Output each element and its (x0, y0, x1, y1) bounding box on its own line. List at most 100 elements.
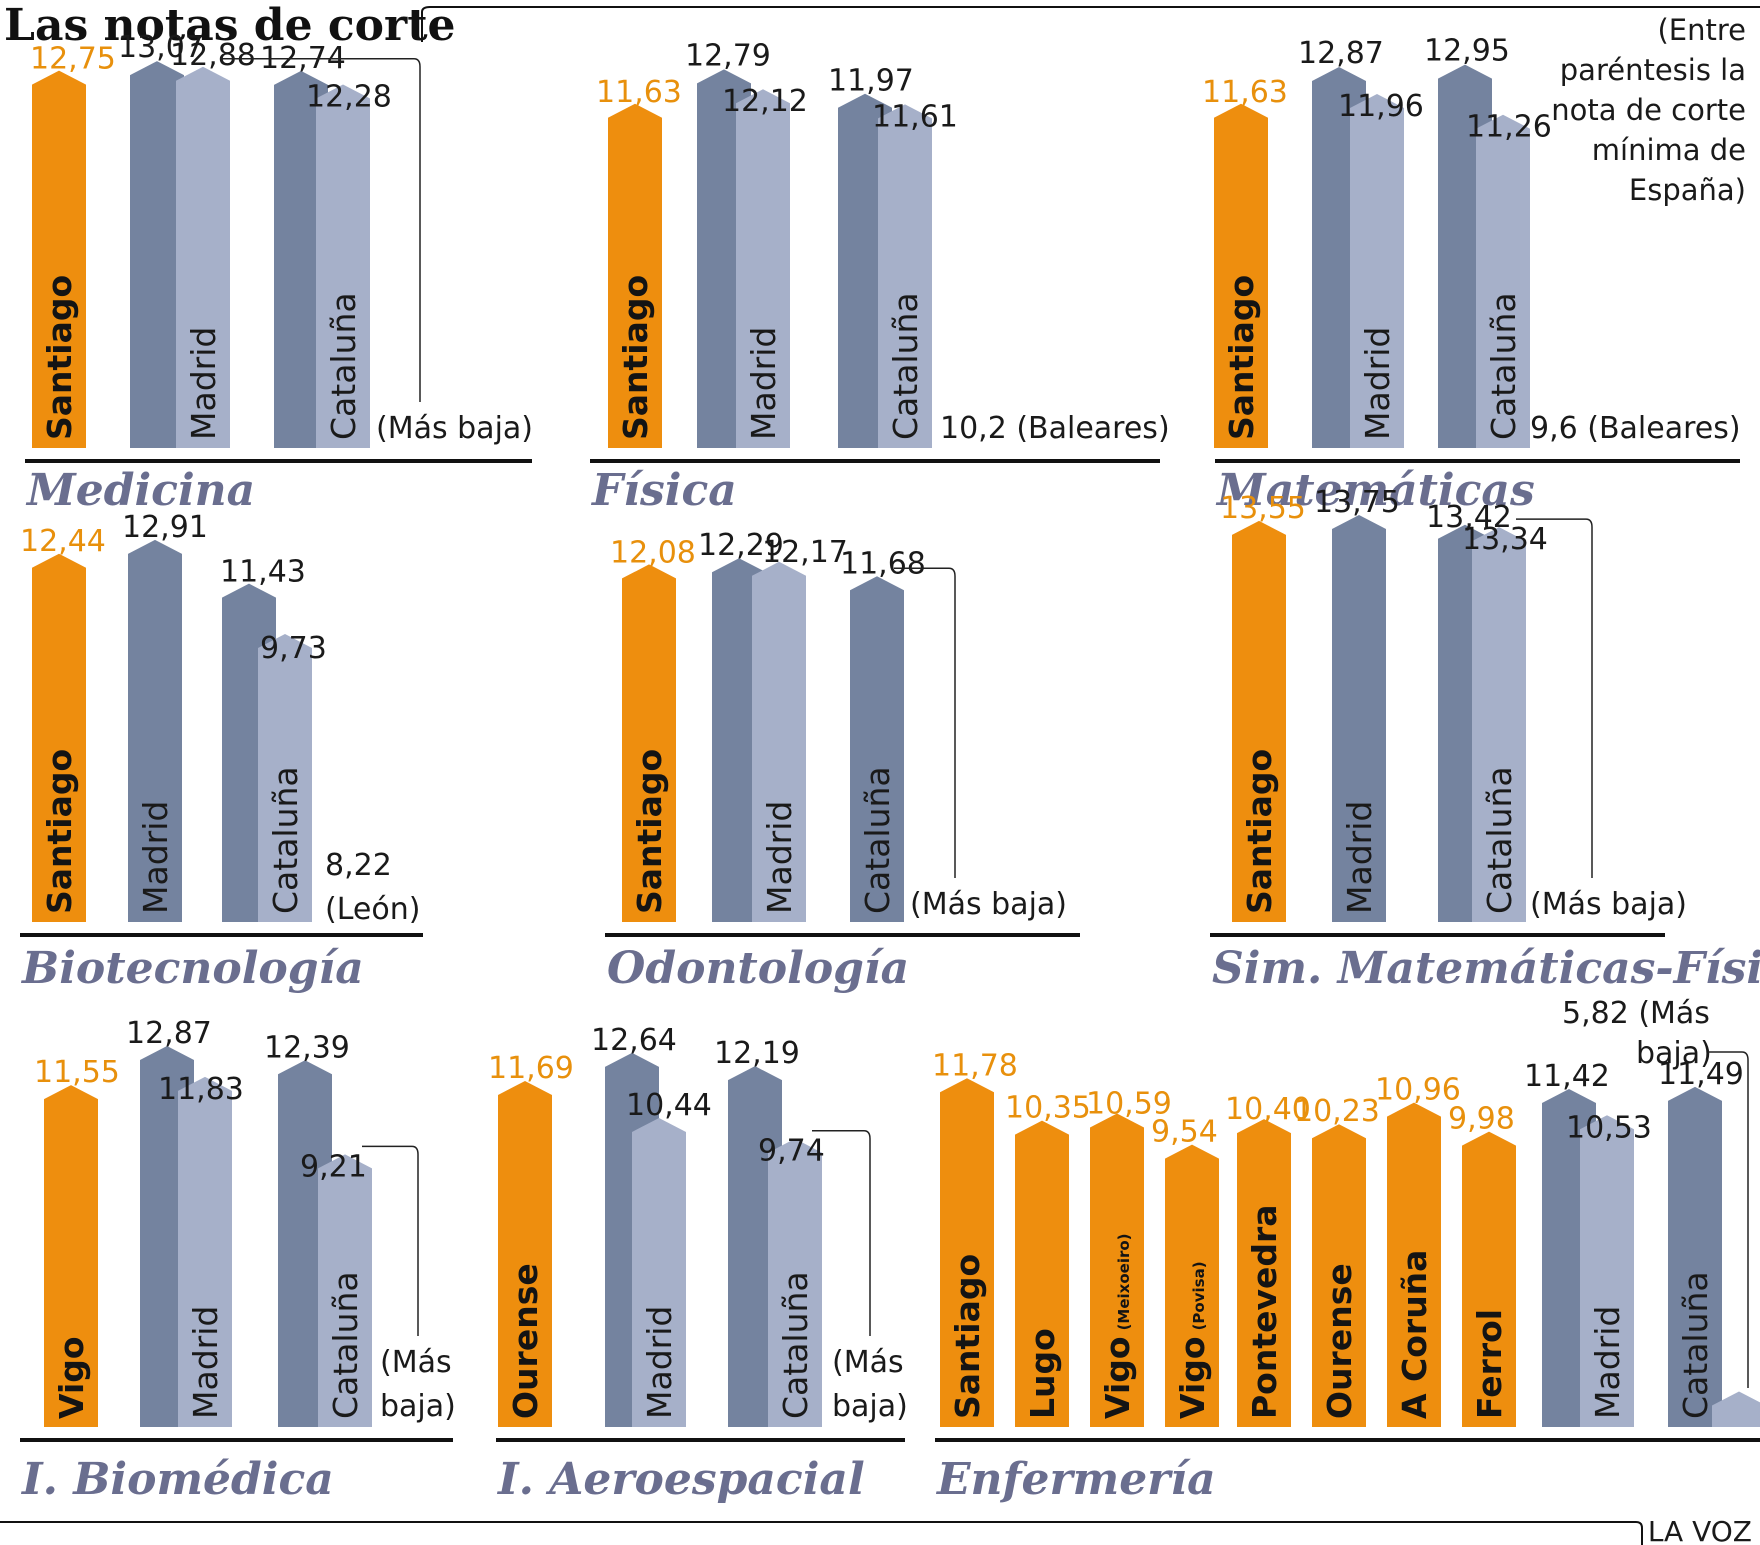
value-label: 11,97 (828, 64, 914, 99)
value-label: 11,83 (158, 1072, 244, 1107)
bar-label: Madrid (760, 801, 799, 914)
value-label: 12,17 (762, 535, 848, 570)
bar-label: Santiago (40, 749, 79, 914)
bar-label: Ferrol (1470, 1309, 1509, 1419)
bar (736, 89, 790, 449)
bar (752, 561, 806, 922)
note-line: (Entre (1657, 13, 1746, 47)
bar (1350, 93, 1404, 448)
value-label: 9,74 (758, 1134, 825, 1169)
bottom-frame-line (0, 1521, 1643, 1545)
lowest-note: (Más baja) (1530, 887, 1687, 922)
bar-label: Santiago (1240, 749, 1279, 914)
bar-label: Madrid (640, 1306, 679, 1419)
lowest-note: baja) (1636, 1036, 1712, 1071)
lowest-note: baja) (380, 1389, 456, 1424)
bar-label: Madrid (136, 801, 175, 914)
bar (316, 84, 370, 449)
bar-label: Cataluña (886, 292, 925, 440)
value-label: 12,39 (264, 1030, 350, 1065)
bar-label: Madrid (1358, 327, 1397, 440)
chart-panel: Biotecnología 12,44 Santiago 12,91 Madrid 11,… (20, 510, 423, 994)
bar (940, 1078, 994, 1427)
value-label: 12,75 (30, 42, 116, 77)
bar-label: Cataluña (266, 766, 305, 914)
panel-title: I. Biomédica (20, 1454, 334, 1505)
bracket-line (894, 567, 956, 878)
value-label: 11,61 (872, 99, 958, 134)
lowest-note: (Más baja) (910, 887, 1067, 922)
bar-label: Lugo (1023, 1328, 1062, 1419)
panel-title: Biotecnología (20, 943, 364, 994)
bar-label: Vigo (52, 1336, 91, 1419)
value-label: 12,64 (591, 1023, 677, 1058)
chart-panel: I. Biomédica 11,55 Vigo 12,87 11,83 Madrid 12,… (20, 1016, 456, 1505)
bar-label: A Coruña (1395, 1250, 1434, 1419)
bar (878, 104, 932, 449)
panel-title: Odontología (607, 943, 909, 994)
chart-panel: Enfermería11,78Santiago10,35Lugo10,59Vig… (932, 996, 1760, 1505)
value-label: 11,55 (34, 1055, 120, 1090)
bar-label: Cataluña (326, 1271, 365, 1419)
bar (768, 1138, 822, 1427)
panel-title: Medicina (25, 465, 255, 516)
bar (176, 66, 230, 448)
bar (178, 1076, 232, 1427)
value-label: 10,59 (1086, 1087, 1172, 1122)
panel-title: Matemáticas (1215, 465, 1535, 516)
bar (1237, 1119, 1291, 1427)
bar (1668, 1086, 1722, 1427)
bar (1332, 515, 1386, 922)
bar-label: Madrid (186, 1306, 225, 1419)
value-label: 13,07 (118, 30, 204, 65)
bar-label: Cataluña (1484, 292, 1523, 440)
value-label: 11,63 (1202, 75, 1288, 110)
lowest-note: 9,6 (Baleares) (1530, 411, 1741, 446)
bar (1232, 520, 1286, 922)
value-label: 11,69 (488, 1051, 574, 1086)
bar (1476, 114, 1530, 448)
lowest-note: 10,2 (Baleares) (940, 411, 1170, 446)
value-label: 12,87 (1298, 36, 1384, 71)
panel-title: Sim. Matemáticas-Física (1212, 943, 1760, 994)
value-label: 12,19 (714, 1036, 800, 1071)
value-label: 13,75 (1314, 485, 1400, 520)
value-label: 12,08 (610, 535, 696, 570)
value-label: 12,95 (1424, 34, 1510, 69)
bracket-line (220, 58, 421, 402)
value-label: 9,54 (1151, 1115, 1218, 1150)
lowest-note: (Más baja) (376, 411, 533, 446)
bar-label: Ourense (506, 1263, 545, 1419)
bar-label: Cataluña (776, 1271, 815, 1419)
bar-label: Santiago (630, 749, 669, 914)
bar-label: Madrid (744, 327, 783, 440)
value-label: 10,40 (1225, 1092, 1311, 1127)
bar (1712, 1391, 1760, 1427)
bar-label: Madrid (184, 327, 223, 440)
bar (608, 103, 662, 448)
bar (1165, 1144, 1219, 1427)
bar (850, 576, 904, 922)
bar-label: Madrid (1340, 801, 1379, 914)
note-line: España) (1629, 173, 1746, 207)
top-frame-line (421, 6, 1760, 42)
value-label: 13,55 (1220, 491, 1306, 526)
bar (318, 1154, 372, 1427)
bar (1580, 1115, 1634, 1427)
bar-label: Cataluña (858, 766, 897, 914)
value-label: 12,87 (126, 1016, 212, 1051)
bar (1312, 1124, 1366, 1427)
value-label: 9,21 (300, 1149, 367, 1184)
note-line: mínima de (1592, 133, 1746, 167)
value-label: 9,98 (1448, 1102, 1515, 1137)
value-label: 9,73 (260, 631, 327, 666)
bar (44, 1085, 98, 1427)
bar-label: Santiago (1222, 275, 1261, 440)
bar-label: Madrid (1588, 1306, 1627, 1419)
bar-label: Santiago (948, 1254, 987, 1419)
value-label: 12,12 (722, 84, 808, 119)
value-label: 10,35 (1005, 1091, 1091, 1126)
value-label: 12,79 (685, 38, 771, 73)
bar (32, 70, 86, 448)
